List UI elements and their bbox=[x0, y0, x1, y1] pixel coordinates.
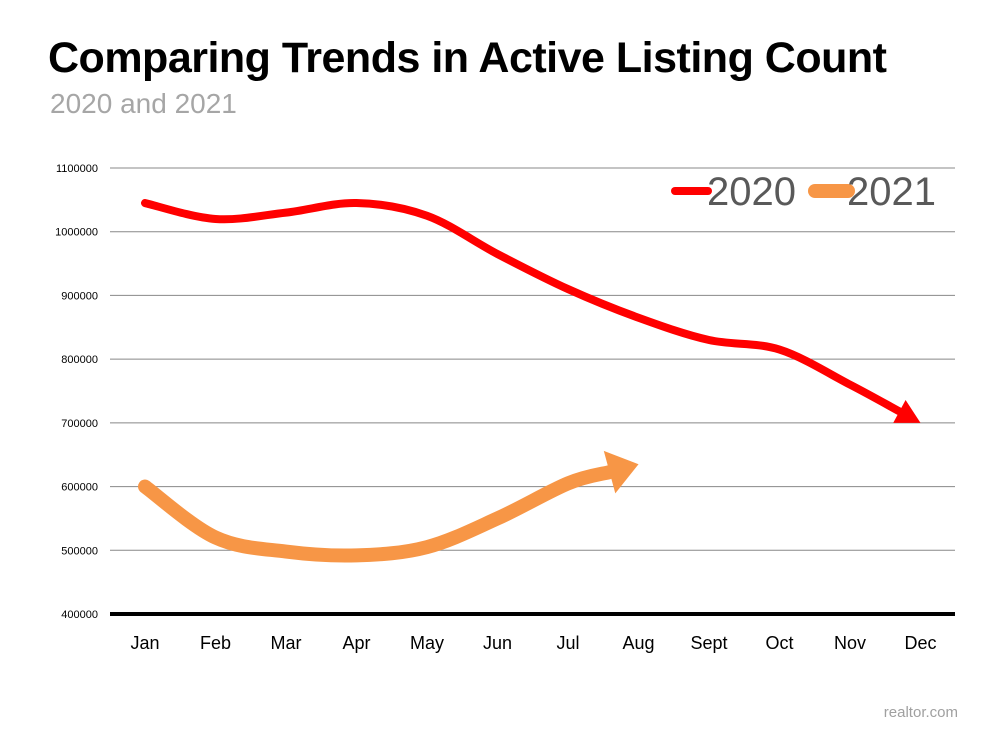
x-tick-label: Mar bbox=[271, 633, 302, 653]
y-tick-label: 800000 bbox=[61, 354, 98, 366]
series-line-2020 bbox=[141, 199, 904, 416]
y-tick-label: 1000000 bbox=[55, 227, 98, 239]
x-tick-label: Oct bbox=[765, 633, 793, 653]
legend-label: 2020 bbox=[707, 170, 796, 214]
legend-label: 2021 bbox=[847, 170, 936, 214]
arrow-head-2020 bbox=[893, 399, 921, 423]
y-tick-label: 400000 bbox=[61, 609, 98, 621]
x-tick-label: Dec bbox=[904, 633, 936, 653]
x-tick-label: May bbox=[410, 633, 444, 653]
y-tick-label: 1100000 bbox=[56, 163, 98, 175]
series-line-2021 bbox=[138, 465, 617, 563]
x-tick-label: Sept bbox=[690, 633, 727, 653]
y-tick-label: 600000 bbox=[61, 482, 98, 494]
arrow-head-2021 bbox=[603, 450, 639, 494]
x-tick-label: Apr bbox=[342, 633, 370, 653]
y-tick-label: 900000 bbox=[61, 290, 98, 302]
y-tick-label: 700000 bbox=[61, 418, 98, 430]
y-tick-label: 500000 bbox=[61, 545, 98, 557]
x-tick-label: Jul bbox=[556, 633, 579, 653]
x-tick-label: Nov bbox=[834, 633, 866, 653]
x-tick-label: Aug bbox=[622, 633, 654, 653]
source-credit: realtor.com bbox=[883, 704, 958, 721]
x-tick-label: Feb bbox=[200, 633, 231, 653]
x-tick-label: Jan bbox=[130, 633, 159, 653]
x-tick-label: Jun bbox=[483, 633, 512, 653]
chart-title: Comparing Trends in Active Listing Count bbox=[48, 34, 887, 82]
chart-subtitle: 2020 and 2021 bbox=[50, 88, 237, 119]
